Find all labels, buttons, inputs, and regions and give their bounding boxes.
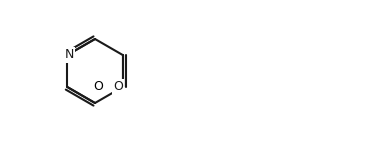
Text: N: N: [65, 48, 74, 61]
Text: O: O: [113, 80, 123, 93]
Text: O: O: [93, 80, 103, 93]
